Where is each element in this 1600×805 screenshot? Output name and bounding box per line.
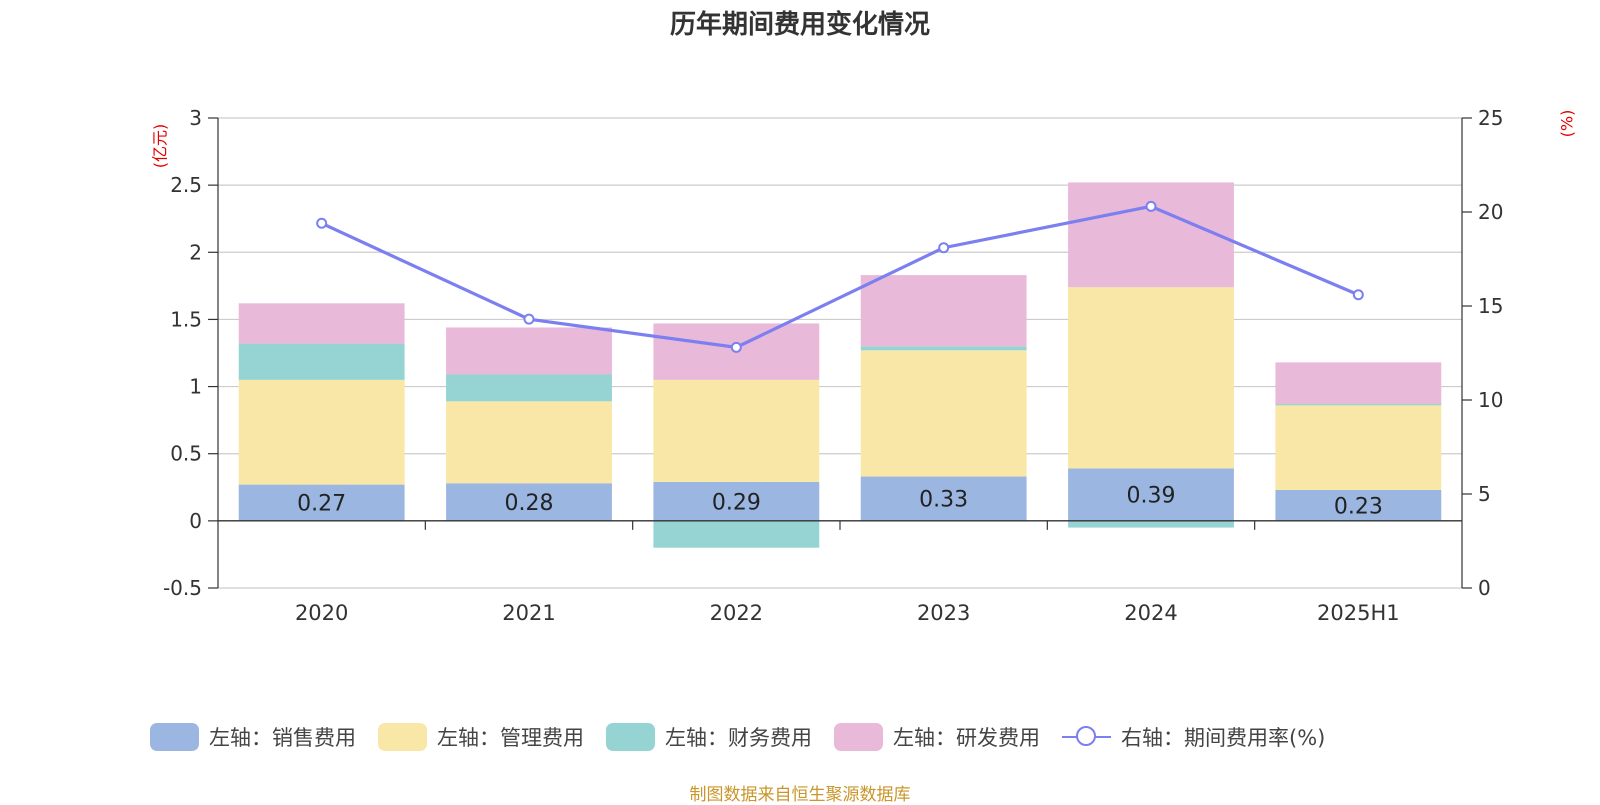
- bar-segment: [446, 327, 612, 375]
- legend-label-rnd: 左轴：研发费用: [893, 726, 1040, 750]
- left-axis-tick-label: 2.5: [170, 173, 202, 197]
- left-axis-tick-label: 1: [189, 375, 202, 399]
- legend-label-sales: 左轴：销售费用: [209, 726, 356, 750]
- bar-segment: [860, 476, 1027, 521]
- legend-label-finance: 左轴：财务费用: [665, 726, 812, 750]
- bar-segment: [238, 303, 405, 344]
- bar-segment: [1275, 362, 1442, 405]
- bar-segment: [653, 481, 820, 521]
- bar-segment: [653, 379, 820, 482]
- right-axis-tick-label: 15: [1478, 294, 1503, 318]
- bar-segment: [238, 379, 405, 485]
- right-axis-tick-label: 25: [1478, 106, 1503, 130]
- rate-point: [938, 242, 950, 254]
- legend-item-finance[interactable]: 左轴：财务费用: [606, 722, 812, 752]
- bar-segment: [446, 374, 612, 402]
- data-label: 0.23: [1334, 494, 1383, 519]
- category-label: 2021: [502, 601, 555, 625]
- rate-point: [1352, 289, 1364, 301]
- bar-segment: [1068, 287, 1234, 469]
- rate-point: [316, 217, 328, 229]
- category-label: 2023: [917, 601, 970, 625]
- data-label: 0.29: [712, 490, 761, 515]
- bar-segment: [1068, 182, 1234, 288]
- legend: 左轴：销售费用 左轴：管理费用 左轴：财务费用 左轴：研发费用 右轴：期间费用率…: [150, 720, 1347, 754]
- category-label: 2020: [295, 601, 348, 625]
- data-label: 0.27: [297, 492, 346, 517]
- bar-segment: [653, 520, 820, 548]
- bar-segment: [238, 484, 405, 521]
- legend-item-rate[interactable]: 右轴：期间费用率(%): [1062, 722, 1325, 752]
- legend-circle-icon: [1076, 726, 1096, 746]
- rate-point: [730, 341, 742, 353]
- right-axis-tick-label: 20: [1478, 200, 1503, 224]
- legend-swatch-finance: [606, 723, 655, 751]
- bar-segment: [1068, 468, 1234, 521]
- chart-title: 历年期间费用变化情况: [669, 10, 930, 40]
- left-axis-tick-label: 1.5: [170, 307, 202, 331]
- right-axis-tick-label: 0: [1478, 576, 1491, 600]
- bar-segment: [1068, 520, 1234, 528]
- rate-point: [523, 313, 535, 325]
- legend-item-sales[interactable]: 左轴：销售费用: [150, 722, 356, 752]
- category-label: 2022: [710, 601, 763, 625]
- data-label: 0.39: [1127, 484, 1176, 509]
- rate-line: [320, 204, 1359, 350]
- bar-segment: [1275, 404, 1442, 406]
- legend-swatch-admin: [378, 723, 427, 751]
- right-axis-tick-label: 10: [1478, 388, 1503, 412]
- data-source-note: 制图数据来自恒生聚源数据库: [689, 785, 911, 805]
- data-label: 0.33: [919, 488, 968, 513]
- category-label: 2025H1: [1317, 601, 1400, 625]
- left-axis-tick-label: 0.5: [170, 442, 202, 466]
- data-label: 0.28: [505, 491, 554, 516]
- legend-swatch-rnd: [834, 723, 883, 751]
- legend-swatch-rate: [1062, 723, 1111, 751]
- bar-segment: [446, 483, 612, 521]
- bar-segment: [446, 401, 612, 484]
- left-axis-tick-label: 0: [189, 509, 202, 533]
- bar-segment: [1275, 405, 1442, 490]
- bar-segment: [860, 350, 1027, 477]
- rate-point: [1145, 200, 1157, 212]
- left-axis-tick-label: 3: [189, 106, 202, 130]
- legend-swatch-sales: [150, 723, 199, 751]
- left-axis-tick-label: 2: [189, 240, 202, 264]
- legend-item-admin[interactable]: 左轴：管理费用: [378, 722, 584, 752]
- bar-segment: [238, 343, 405, 380]
- bar-segment: [1275, 489, 1442, 521]
- legend-label-rate: 右轴：期间费用率(%): [1121, 726, 1326, 750]
- chart-canvas: -0.5 0 0.5 1 1.5 2 2.5 3 0 5 10 15 20 25 0.27 0.28 0.29 0…: [163, 106, 1503, 625]
- bar-segment: [860, 275, 1027, 347]
- right-axis-tick-label: 5: [1478, 482, 1491, 506]
- bar-segment: [860, 346, 1027, 351]
- category-label: 2024: [1124, 601, 1177, 625]
- left-axis-tick-label: -0.5: [163, 576, 202, 600]
- legend-label-admin: 左轴：管理费用: [437, 726, 584, 750]
- legend-item-rnd[interactable]: 左轴：研发费用: [834, 722, 1040, 752]
